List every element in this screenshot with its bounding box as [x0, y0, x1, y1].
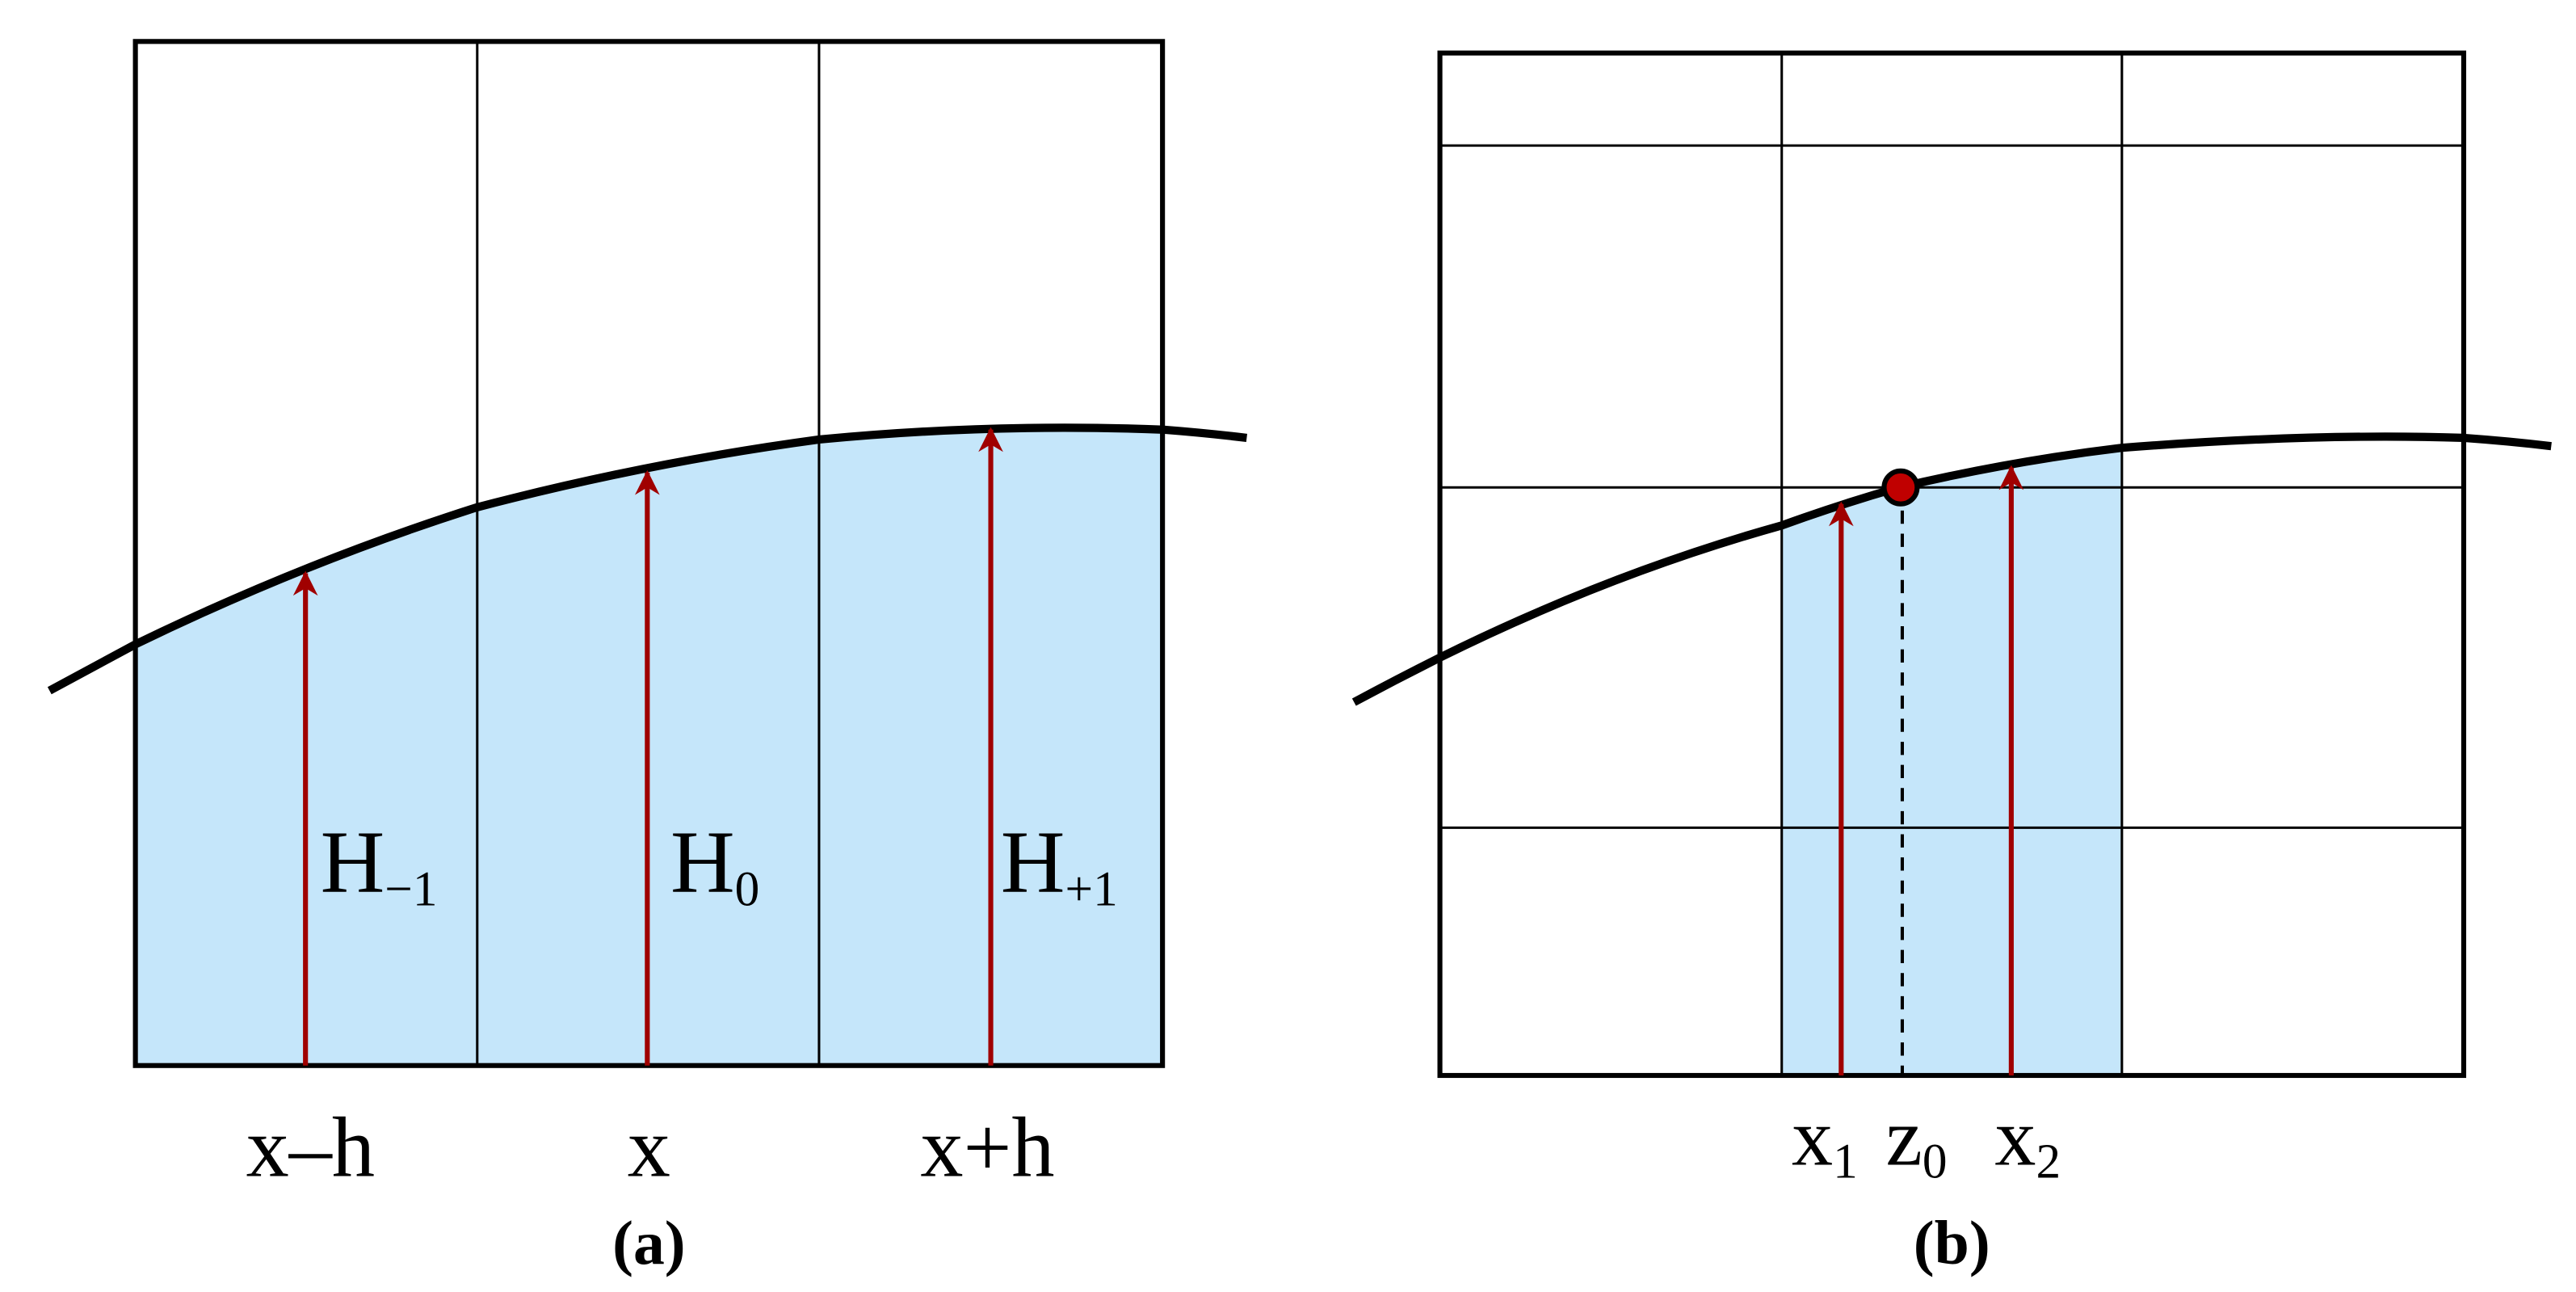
panel-a: H−1 H0 H+1 x–h x x+h (a): [47, 39, 1248, 1277]
subscript: +1: [1065, 861, 1118, 916]
caption: (a): [612, 1208, 686, 1277]
height-label: H+1: [1001, 813, 1118, 916]
symbol: H: [1001, 813, 1065, 911]
caption: (b): [1914, 1208, 1990, 1277]
height-label: H0: [670, 813, 759, 916]
position-label: z0: [1886, 1092, 1948, 1189]
position-label: x2: [1994, 1092, 2061, 1189]
subscript: 1: [1833, 1134, 1858, 1189]
intersection-point: [1881, 468, 1920, 507]
symbol: z: [1886, 1092, 1923, 1183]
surface-curve: [47, 423, 1248, 695]
position-label: x: [628, 1100, 670, 1195]
frame: [1437, 50, 2467, 1079]
subscript: 0: [735, 861, 760, 916]
position-label: x1: [1792, 1092, 1858, 1189]
symbol: H: [321, 813, 385, 911]
height-label: H−1: [321, 813, 438, 916]
position-label: x–h: [246, 1100, 375, 1195]
symbol: x: [1792, 1092, 1833, 1183]
subscript: 0: [1923, 1134, 1948, 1189]
symbol: x: [1994, 1092, 2036, 1183]
subscript: −1: [385, 861, 437, 916]
panel-b: x1 z0 x2 (b): [1351, 50, 2552, 1277]
position-label: x+h: [920, 1100, 1054, 1195]
subscript: 2: [2036, 1134, 2061, 1189]
fill-region: [1781, 448, 2122, 1075]
symbol: H: [670, 813, 735, 911]
